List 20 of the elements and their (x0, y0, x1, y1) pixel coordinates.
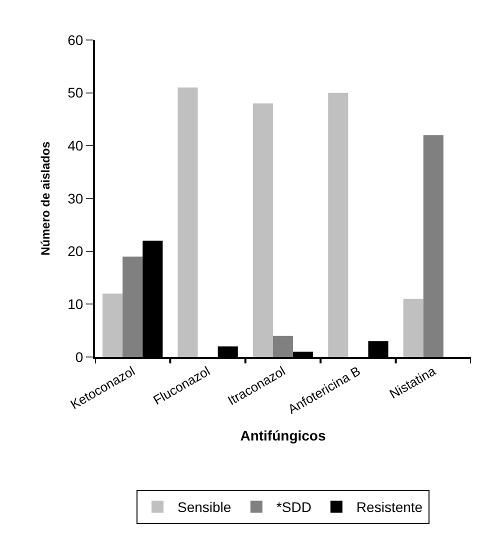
bar (423, 135, 444, 357)
bar (122, 256, 143, 357)
legend-label: *SDD (276, 499, 312, 516)
bar (178, 88, 198, 357)
y-tick-label: 50 (68, 84, 84, 101)
legend-label: Resistente (356, 499, 423, 516)
y-tick-label: 60 (68, 32, 84, 48)
y-tick-label: 0 (75, 348, 84, 365)
bar (272, 336, 294, 357)
x-axis-title: Antifúngicos (240, 428, 326, 444)
legend-label: Sensible (178, 499, 232, 516)
y-tick-label: 30 (68, 190, 84, 206)
bar (102, 294, 123, 357)
y-axis-title: Número de aislados (38, 141, 52, 256)
bar (403, 298, 424, 357)
y-tick-label: 20 (68, 243, 84, 260)
y-tick-label: 10 (68, 296, 84, 312)
bar (252, 103, 273, 357)
y-tick-label: 40 (68, 138, 84, 154)
bar (328, 92, 348, 357)
